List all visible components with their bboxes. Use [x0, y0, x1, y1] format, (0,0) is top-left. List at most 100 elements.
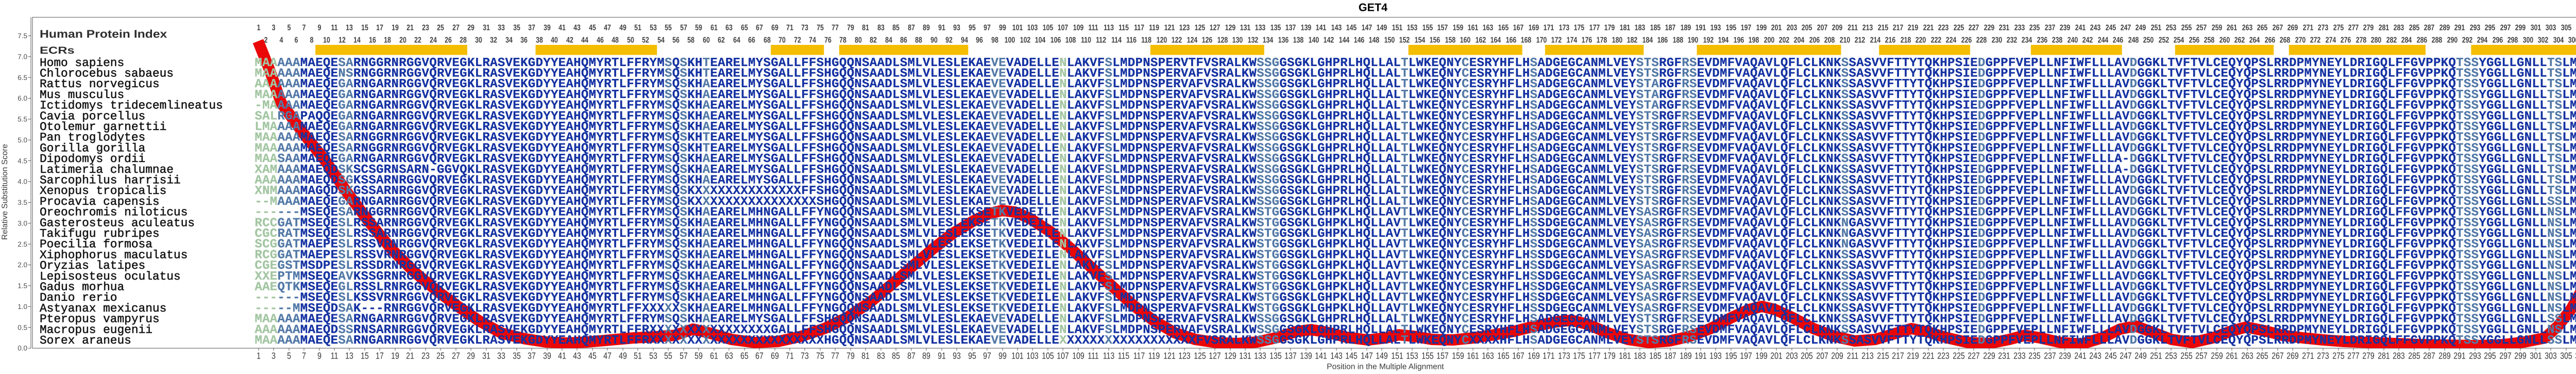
svg-text:61: 61 — [710, 24, 718, 32]
svg-text:213: 213 — [1861, 351, 1874, 361]
svg-text:202: 202 — [1779, 36, 1790, 45]
svg-text:27: 27 — [452, 351, 460, 361]
svg-text:99: 99 — [999, 24, 1006, 32]
svg-text:211: 211 — [1847, 351, 1858, 361]
svg-text:151: 151 — [1392, 24, 1403, 32]
svg-text:281: 281 — [2379, 24, 2389, 32]
svg-text:64: 64 — [733, 36, 740, 45]
svg-text:111: 111 — [1088, 24, 1098, 32]
svg-text:73: 73 — [801, 351, 809, 361]
svg-text:303: 303 — [2545, 351, 2557, 361]
svg-text:264: 264 — [2249, 36, 2260, 45]
svg-text:195: 195 — [1726, 24, 1737, 32]
svg-text:MAAAAAMAEQESARNGGRNRGGVQRVEGKL: MAAAAAMAEQESARNGGRNRGGVQRVEGKLRASVEKGDYY… — [255, 141, 2576, 155]
svg-text:247: 247 — [2120, 351, 2131, 361]
svg-text:125: 125 — [1195, 24, 1206, 32]
svg-text:39: 39 — [544, 24, 551, 32]
svg-text:195: 195 — [1725, 351, 1737, 361]
svg-text:285: 285 — [2408, 351, 2420, 361]
svg-text:103: 103 — [1026, 351, 1039, 361]
svg-text:273: 273 — [2318, 24, 2329, 32]
svg-text:267: 267 — [2273, 24, 2283, 32]
svg-text:30: 30 — [475, 36, 482, 45]
svg-text:229: 229 — [1984, 24, 1995, 32]
svg-text:131: 131 — [1240, 24, 1251, 32]
svg-text:238: 238 — [2052, 36, 2063, 45]
svg-text:305: 305 — [2561, 24, 2572, 32]
svg-text:239: 239 — [2059, 351, 2071, 361]
svg-text:136: 136 — [1278, 36, 1289, 45]
svg-text:254: 254 — [2174, 36, 2184, 45]
svg-text:133: 133 — [1255, 24, 1266, 32]
svg-text:278: 278 — [2356, 36, 2367, 45]
svg-text:50: 50 — [627, 36, 634, 45]
svg-text:292: 292 — [2462, 36, 2473, 45]
svg-text:303: 303 — [2546, 24, 2556, 32]
svg-text:53: 53 — [649, 351, 657, 361]
svg-text:AAEQTKMSEQEGLRSSLRNRGGVQRVEGKL: AAEQTKMSEQEGLRSSLRNRGGVQRVEGKLRASVEKGDYY… — [255, 281, 2576, 295]
svg-text:227: 227 — [1968, 351, 1979, 361]
svg-text:156: 156 — [1430, 36, 1440, 45]
svg-text:125: 125 — [1194, 351, 1206, 361]
svg-text:3: 3 — [272, 24, 276, 32]
svg-text:191: 191 — [1694, 351, 1706, 361]
svg-text:Poecilia formosa: Poecilia formosa — [40, 238, 152, 251]
svg-text:169: 169 — [1529, 24, 1539, 32]
svg-text:5: 5 — [287, 351, 291, 361]
svg-text:82: 82 — [870, 36, 877, 45]
svg-text:296: 296 — [2493, 36, 2503, 45]
svg-text:93: 93 — [953, 351, 961, 361]
svg-text:135: 135 — [1269, 351, 1282, 361]
svg-text:209: 209 — [1831, 351, 1843, 361]
svg-text:123: 123 — [1178, 351, 1191, 361]
svg-text:36: 36 — [520, 36, 528, 45]
svg-text:171: 171 — [1544, 24, 1554, 32]
svg-text:203: 203 — [1787, 24, 1798, 32]
svg-text:SCGGATMAEPESLRSSVRNRGGVQRVEGKL: SCGGATMAEPESLRSSVRNRGGVQRVEGKLRASVEKGDYY… — [255, 238, 2576, 252]
svg-text:299: 299 — [2514, 351, 2526, 361]
svg-text:267: 267 — [2272, 351, 2283, 361]
svg-text:28: 28 — [460, 36, 467, 45]
svg-text:244: 244 — [2098, 36, 2109, 45]
svg-text:113: 113 — [1104, 24, 1114, 32]
svg-text:MAAAAAMAEQESARNGARNRGGVQRVEGKL: MAAAAAMAEQESARNGARNRGGVQRVEGKLRASVEKGDYY… — [255, 313, 2576, 327]
svg-text:272: 272 — [2310, 36, 2321, 45]
svg-text:127: 127 — [1210, 24, 1221, 32]
svg-text:97: 97 — [983, 351, 991, 361]
svg-text:293: 293 — [2469, 351, 2481, 361]
svg-text:Position in the Multiple Align: Position in the Multiple Alignment — [1327, 363, 1444, 371]
svg-text:137: 137 — [1285, 24, 1296, 32]
svg-text:47: 47 — [604, 24, 611, 32]
svg-text:15: 15 — [361, 24, 368, 32]
svg-text:96: 96 — [976, 36, 983, 45]
svg-text:279: 279 — [2363, 24, 2374, 32]
svg-text:51: 51 — [634, 351, 642, 361]
svg-text:152: 152 — [1399, 36, 1410, 45]
svg-text:33: 33 — [498, 24, 505, 32]
svg-text:253: 253 — [2165, 351, 2177, 361]
svg-text:116: 116 — [1126, 36, 1137, 45]
svg-text:Relative Substitution Score: Relative Substitution Score — [1, 144, 9, 240]
svg-text:305: 305 — [2560, 351, 2572, 361]
svg-text:301: 301 — [2530, 351, 2541, 361]
svg-text:33: 33 — [497, 351, 505, 361]
svg-text:54: 54 — [657, 36, 665, 45]
svg-text:210: 210 — [1840, 36, 1851, 45]
svg-text:198: 198 — [1749, 36, 1759, 45]
svg-text:XAMAAAMAEQDSKSCSGRNSARN-GGVQKL: XAMAAAMAEQDSKSCSGRNSARN-GGVQKLRASVEKGDYY… — [255, 163, 2576, 177]
svg-text:282: 282 — [2386, 36, 2397, 45]
svg-text:19: 19 — [391, 351, 399, 361]
svg-text:68: 68 — [764, 36, 771, 45]
svg-text:103: 103 — [1027, 24, 1038, 32]
svg-text:105: 105 — [1042, 351, 1054, 361]
svg-text:11: 11 — [331, 351, 338, 361]
svg-text:224: 224 — [1946, 36, 1957, 45]
svg-text:171: 171 — [1543, 351, 1554, 361]
svg-text:45: 45 — [588, 351, 597, 361]
svg-text:199: 199 — [1756, 24, 1767, 32]
svg-text:95: 95 — [968, 351, 976, 361]
svg-text:17: 17 — [376, 351, 384, 361]
svg-text:273: 273 — [2317, 351, 2329, 361]
svg-text:251: 251 — [2150, 351, 2162, 361]
svg-text:153: 153 — [1407, 24, 1418, 32]
